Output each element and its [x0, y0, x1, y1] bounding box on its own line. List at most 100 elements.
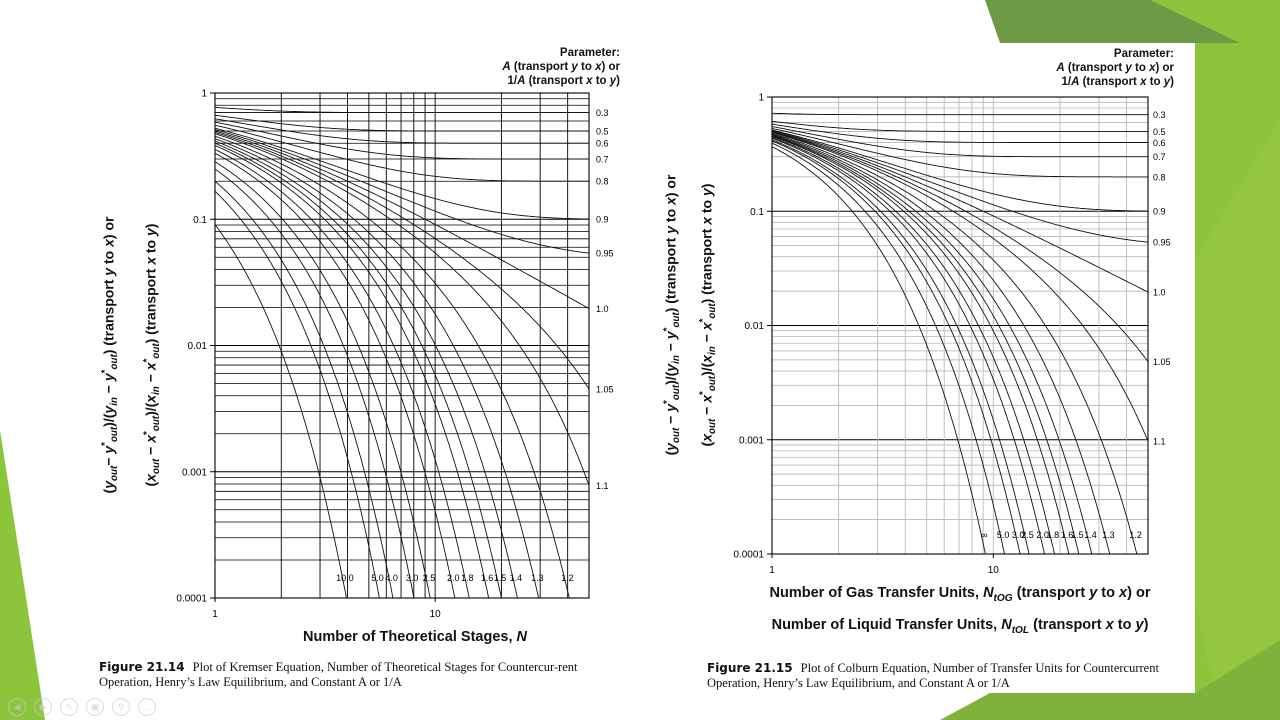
x-axis-label-segment: y	[1089, 585, 1098, 601]
curve-A-4.0	[215, 180, 394, 598]
y-tick-label: 0.001	[739, 435, 764, 446]
legend-title-segment: )	[616, 75, 620, 87]
x-axis-label-segment: Number of Liquid Transfer Units,	[771, 616, 1002, 633]
curve-label: 1.8	[1047, 530, 1060, 540]
prev-icon[interactable]: ◀	[8, 698, 26, 716]
y-tick-label: 1	[201, 89, 207, 100]
y-axis-label-segment: (	[698, 441, 715, 447]
y-axis-label-segment: out	[109, 354, 121, 370]
y-axis-label-segment: ) (transport	[698, 224, 715, 304]
x-axis-label: Number of Theoretical Stages, N	[303, 624, 527, 650]
curve-A-0.6	[215, 118, 589, 144]
curve-label: 1.0	[1153, 288, 1166, 298]
y-axis-label-segment: out	[671, 427, 683, 443]
legend-title-segment: x	[1140, 76, 1147, 88]
y-axis-label-segment: y	[662, 225, 679, 234]
y-axis-label-segment: y	[662, 363, 679, 372]
curve-label: 1.4	[510, 573, 523, 583]
x-axis-label-line: Number of Liquid Transfer Units, NtOL (t…	[770, 612, 1151, 644]
curve-A-0.8	[772, 127, 1148, 178]
y-axis-label-segment: *	[141, 431, 153, 435]
y-axis-label-segment: out	[151, 343, 163, 359]
y-axis-label-segment: y	[100, 373, 117, 382]
legend-title-line: A (transport y to x) or	[502, 60, 620, 74]
curve-label: 0.6	[596, 139, 609, 149]
slides-icon[interactable]: ▣	[86, 698, 104, 716]
y-axis-label-segment: y	[100, 445, 117, 454]
curve-label: 0.95	[1153, 238, 1171, 248]
legend-title-segment: (transport	[525, 75, 587, 87]
caption-right: Figure 21.15 Plot of Colburn Equation, Nu…	[707, 661, 1182, 691]
curve-label: 1.05	[596, 384, 614, 394]
legend-title: Parameter: A (transport y to x) or 1/A (tr…	[502, 46, 620, 88]
more-icon[interactable]: …	[138, 698, 156, 716]
next-icon[interactable]: ▶	[34, 698, 52, 716]
curve-A-3.0	[215, 168, 415, 598]
legend-title-segment: A	[502, 61, 511, 73]
y-axis-label-segment: −	[662, 411, 679, 428]
figure-number: Figure 21.15	[707, 661, 793, 675]
x-axis-label-segment: N	[516, 629, 528, 645]
y-axis-label-segment: ) (transport	[662, 233, 679, 313]
curve-label: 0.95	[596, 249, 614, 259]
y-axis-label: (xout − x*out)/(xin − x*out) (transport …	[698, 184, 718, 447]
y-axis-label-segment: x	[142, 473, 159, 482]
y-tick-label: 1	[758, 93, 764, 104]
y-axis-label-segment: ) (transport	[142, 264, 159, 344]
x-axis-label-line: Number of Gas Transfer Units, NtOG (tran…	[770, 580, 1151, 612]
y-tick-label: 0.01	[188, 341, 208, 352]
legend-title-line: Parameter:	[502, 46, 620, 60]
y-axis-label-segment: *	[141, 358, 153, 363]
curve-label: 2.5	[1021, 530, 1034, 540]
y-tick-label: 0.01	[745, 321, 765, 332]
curve-label: 1.6	[1061, 530, 1074, 540]
curve-A-0.95	[772, 130, 1148, 243]
pen-icon[interactable]: ✎	[60, 698, 78, 716]
y-axis-label-segment: *	[697, 318, 709, 323]
y-axis-label-segment: y	[100, 267, 117, 276]
curve-A-∞	[772, 146, 986, 554]
curve-label: 0.7	[596, 155, 609, 165]
y-axis-label-segment: x	[142, 257, 159, 265]
x-tick-label: 1	[212, 609, 218, 620]
x-tick-label: 10	[430, 609, 442, 620]
curve-A-0.9	[215, 127, 589, 220]
x-axis-label-segment: )	[1143, 616, 1149, 633]
legend-title-line: Parameter:	[1056, 47, 1174, 61]
curve-A-1.6	[215, 144, 490, 598]
legend-title-segment: x	[595, 61, 602, 73]
curve-A-1.4	[215, 140, 518, 598]
x-axis-label-segment: N	[983, 585, 994, 601]
curve-A-10.0	[215, 224, 347, 598]
y-axis-label-segment: out	[671, 312, 683, 328]
curve-A-5.0	[772, 142, 1005, 554]
y-axis-label-segment: )/(	[100, 413, 117, 427]
curve-A-0.6	[772, 123, 1148, 143]
y-axis-label-segment: )/(	[698, 362, 715, 376]
y-axis-label-segment: *	[99, 442, 111, 446]
y-axis-label-segment: out	[151, 458, 163, 474]
curve-label: 1.6	[481, 573, 494, 583]
curve-A-1.1	[772, 132, 1148, 442]
y-axis-label-segment: y	[142, 228, 159, 237]
curve-A-0.7	[772, 126, 1148, 158]
curve-A-2.0	[772, 137, 1045, 554]
curve-label: 3.0	[406, 573, 419, 583]
curve-label: 1.2	[1129, 530, 1142, 540]
y-axis-label-segment: in	[109, 397, 121, 406]
curve-A-2.0	[215, 152, 456, 598]
curve-label: 0.3	[1153, 110, 1166, 120]
legend-title-line: 1/A (transport x to y)	[502, 74, 620, 88]
curve-label: 1.0	[596, 304, 609, 314]
x-axis-label-segment: tOL	[1011, 624, 1030, 636]
legend-title-segment: ) or	[601, 61, 620, 73]
caption-text: Plot of Colburn Equation, Number of Tran…	[707, 661, 1159, 690]
curve-label: 4.0	[385, 573, 398, 583]
curve-label: 10.0	[336, 573, 354, 583]
legend-title-segment: 1/	[1061, 76, 1072, 88]
zoom-icon[interactable]: ⚲	[112, 698, 130, 716]
y-axis-label-segment: −	[100, 381, 117, 398]
y-axis-label-segment: to	[662, 204, 679, 226]
y-axis-label-segment: to	[100, 246, 117, 268]
